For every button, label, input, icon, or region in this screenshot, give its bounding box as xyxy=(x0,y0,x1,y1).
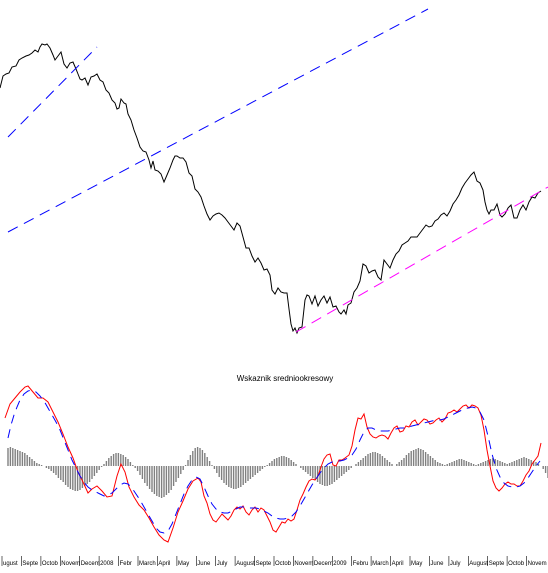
x-tick-label: 2009 xyxy=(333,561,347,567)
x-tick-label: May xyxy=(411,561,422,567)
x-tick-label: Febr xyxy=(120,561,132,567)
x-tick-label: Novem xyxy=(528,561,547,567)
x-axis: ugust Septe Octob Novem Decem 2008 Febr March Ap… xyxy=(1,556,547,567)
trend-line-1 xyxy=(7,46,98,138)
chart-title: Wskaznik sredniookresowy xyxy=(237,374,333,383)
x-tick-label: Octob xyxy=(508,561,525,567)
x-tick-label: August xyxy=(236,561,255,567)
x-tick-label: July xyxy=(450,561,461,567)
trend-line-3 xyxy=(295,186,548,333)
x-tick-label: Octob xyxy=(275,561,292,567)
indicator-line xyxy=(4,385,542,543)
x-tick-label: March xyxy=(372,561,389,567)
x-tick-label: May xyxy=(178,561,189,567)
x-tick-label: March xyxy=(139,561,156,567)
x-tick-label: April xyxy=(392,561,404,567)
x-tick-label: Septe xyxy=(22,561,38,567)
price-series-line xyxy=(0,43,542,335)
x-tick-label: Decem xyxy=(314,561,333,567)
x-tick-label: 2008 xyxy=(100,561,114,567)
x-tick-label: August xyxy=(469,561,488,567)
x-tick-label: June xyxy=(430,561,444,567)
indicator-panel xyxy=(4,385,548,543)
x-tick-label: ugust xyxy=(3,561,18,567)
x-tick-label: Decem xyxy=(81,561,100,567)
x-tick-label: Octob xyxy=(42,561,59,567)
x-tick-label: Septe xyxy=(256,561,272,567)
x-tick-label: June xyxy=(197,561,211,567)
x-tick-label: July xyxy=(217,561,228,567)
trend-line-2 xyxy=(7,8,429,233)
x-tick-label: Septe xyxy=(489,561,505,567)
x-tick-label: April xyxy=(158,561,170,567)
x-tick-label: Novem xyxy=(61,561,80,567)
x-tick-label: Novem xyxy=(294,561,313,567)
price-panel xyxy=(0,8,548,335)
x-tick-label: Febru xyxy=(353,561,369,567)
